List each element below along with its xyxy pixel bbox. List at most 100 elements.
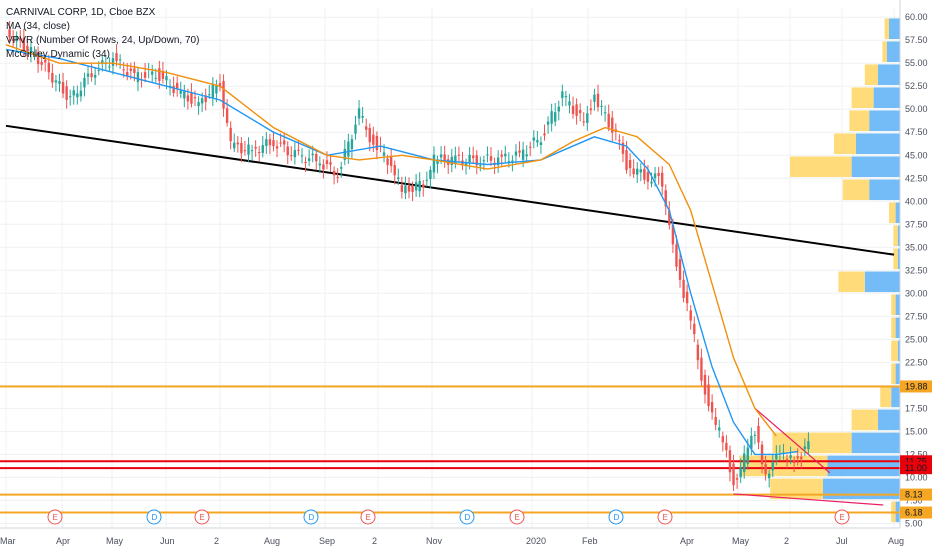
candle-body[interactable] (514, 151, 518, 156)
candle-body[interactable] (322, 164, 325, 170)
candle-body[interactable] (532, 137, 536, 141)
candle-body[interactable] (414, 182, 418, 191)
candle-body[interactable] (639, 169, 642, 173)
candle-body[interactable] (796, 456, 799, 459)
candle-body[interactable] (26, 45, 29, 51)
candle-body[interactable] (136, 72, 140, 83)
candle-body[interactable] (496, 157, 500, 166)
candle-body[interactable] (311, 153, 314, 155)
candle-body[interactable] (539, 142, 543, 146)
legend-ma[interactable]: MA (34, close) (6, 21, 70, 32)
candle-body[interactable] (375, 136, 379, 151)
candle-body[interactable] (190, 92, 193, 104)
candle-body[interactable] (429, 169, 432, 180)
candle-body[interactable] (489, 156, 493, 161)
candle-body[interactable] (660, 172, 664, 187)
candle-body[interactable] (803, 446, 807, 449)
candle-body[interactable] (61, 82, 65, 94)
candle-body[interactable] (304, 161, 307, 164)
candle-body[interactable] (397, 177, 400, 180)
candle-body[interactable] (511, 160, 514, 163)
candle-body[interactable] (707, 384, 710, 407)
candle-body[interactable] (347, 141, 350, 157)
candle-body[interactable] (611, 117, 614, 133)
candle-body[interactable] (44, 59, 47, 63)
candle-body[interactable] (154, 77, 157, 79)
candle-body[interactable] (8, 29, 11, 38)
ma-34-line[interactable] (5, 48, 798, 456)
candle-body[interactable] (464, 162, 468, 166)
candle-body[interactable] (215, 85, 218, 94)
candle-body[interactable] (504, 153, 507, 157)
candle-body[interactable] (507, 161, 511, 163)
candle-body[interactable] (600, 105, 603, 107)
candle-body[interactable] (29, 47, 33, 55)
candle-body[interactable] (300, 155, 304, 157)
candle-body[interactable] (771, 462, 774, 471)
candle-body[interactable] (336, 176, 339, 178)
candle-body[interactable] (525, 154, 528, 157)
candle-body[interactable] (432, 154, 436, 173)
candle-body[interactable] (500, 154, 503, 157)
mcginley-line[interactable] (5, 44, 777, 437)
candle-body[interactable] (739, 467, 742, 478)
event-marker[interactable] (194, 509, 210, 525)
candle-body[interactable] (268, 139, 272, 146)
price-level-badge[interactable] (900, 380, 932, 393)
candle-body[interactable] (200, 98, 204, 104)
candle-body[interactable] (97, 70, 100, 72)
wedge-lower-line[interactable] (733, 493, 884, 506)
candle-body[interactable] (650, 181, 653, 184)
candle-body[interactable] (785, 458, 789, 460)
candle-body[interactable] (175, 82, 179, 89)
candle-body[interactable] (161, 70, 165, 79)
candle-body[interactable] (372, 134, 375, 145)
candle-body[interactable] (343, 148, 346, 160)
candle-body[interactable] (243, 150, 247, 152)
candle-body[interactable] (575, 104, 578, 116)
candle-body[interactable] (282, 140, 286, 145)
candle-body[interactable] (757, 425, 760, 443)
candle-body[interactable] (589, 108, 593, 111)
legend-mcginley[interactable]: McGinley Dynamic (34) (6, 49, 110, 60)
candle-body[interactable] (158, 68, 161, 81)
candle-body[interactable] (628, 159, 632, 169)
candle-body[interactable] (643, 168, 646, 180)
candle-body[interactable] (172, 85, 175, 93)
candle-body[interactable] (229, 127, 232, 142)
candle-body[interactable] (468, 154, 471, 163)
candle-body[interactable] (40, 61, 43, 65)
event-marker[interactable] (303, 509, 319, 525)
candle-body[interactable] (368, 127, 371, 143)
wedge-upper-line[interactable] (754, 407, 831, 474)
candle-body[interactable] (746, 447, 749, 464)
candle-body[interactable] (393, 165, 396, 176)
candle-body[interactable] (193, 97, 197, 99)
candle-body[interactable] (33, 55, 36, 57)
candle-body[interactable] (404, 185, 407, 194)
candle-body[interactable] (332, 170, 336, 176)
candle-body[interactable] (143, 72, 147, 78)
candle-body[interactable] (632, 168, 635, 175)
candle-body[interactable] (657, 172, 660, 177)
candle-body[interactable] (211, 83, 215, 98)
candle-body[interactable] (721, 436, 725, 443)
candle-body[interactable] (272, 140, 275, 147)
candle-body[interactable] (325, 160, 329, 164)
candle-body[interactable] (422, 184, 425, 188)
candle-body[interactable] (443, 154, 446, 162)
candle-body[interactable] (400, 185, 404, 192)
event-marker[interactable] (47, 509, 63, 525)
candle-body[interactable] (86, 73, 90, 77)
candle-body[interactable] (15, 35, 18, 42)
candle-body[interactable] (65, 86, 68, 100)
candle-body[interactable] (357, 108, 361, 119)
candle-body[interactable] (418, 180, 421, 192)
candle-body[interactable] (101, 60, 104, 63)
price-level-badge[interactable] (900, 462, 932, 475)
candle-body[interactable] (557, 106, 560, 112)
candle-body[interactable] (603, 112, 607, 114)
candle-body[interactable] (126, 72, 129, 76)
candle-body[interactable] (19, 37, 22, 41)
candle-body[interactable] (389, 156, 393, 167)
